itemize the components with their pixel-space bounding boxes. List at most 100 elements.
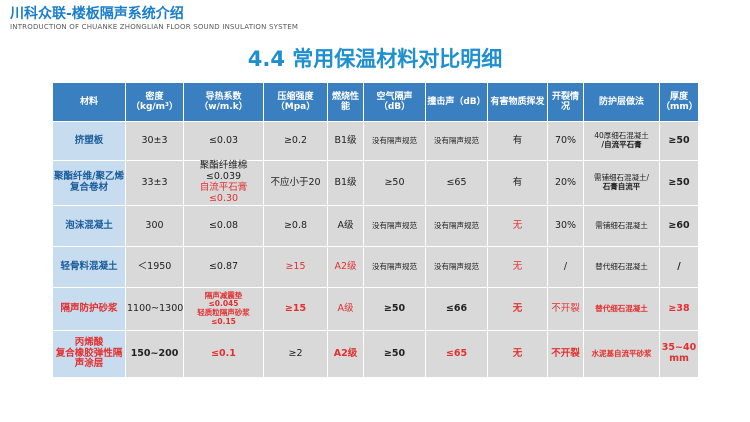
conductivity-cell: 聚酯纤维棉 ≤0.039 自流平石膏 ≤0.30 (183, 160, 264, 206)
density-cell: 300 (125, 205, 184, 247)
layer-line: 需铺细石混凝土/ (593, 173, 650, 183)
crack-cell: / (547, 246, 584, 288)
conductivity-line: 自流平石膏 (199, 182, 248, 193)
impact-sound-cell: 没有隔声规范 (425, 121, 488, 161)
layer-line: /自流平石膏 (601, 140, 642, 149)
density-cell: ＜1950 (125, 246, 184, 288)
air-sound-cell: 没有隔声规范 (363, 205, 426, 247)
air-sound-cell: ≥50 (363, 287, 426, 331)
header-cell: 材料 (52, 82, 126, 122)
fire-cell: A2级 (327, 330, 364, 378)
table-row: 丙烯酸 复合橡胶弹性隔声涂层 150~200 ≤0.1 ≥2 A2级 ≥50 ≤6… (52, 330, 699, 378)
material-cell: 轻骨料混凝土 (52, 246, 126, 288)
conductivity-line: 聚酯纤维棉 (199, 160, 248, 172)
thickness-cell: / (659, 246, 699, 288)
table-row: 泡沫混凝土 300 ≤0.08 ≥0.8 A级 没有隔声规范 没有隔声规范 无 … (52, 205, 699, 247)
air-sound-cell: ≥50 (363, 160, 426, 206)
material-cell: 丙烯酸 复合橡胶弹性隔声涂层 (52, 330, 126, 378)
impact-sound-cell: 没有隔声规范 (425, 246, 488, 288)
conductivity-line: ≤0.039 (205, 171, 242, 183)
header-cell: 防护层做法 (583, 82, 660, 122)
harmful-cell: 无 (487, 330, 548, 378)
conductivity-cell: ≤0.03 (183, 121, 264, 161)
layer-cell: 需铺细石混凝土 (583, 205, 660, 247)
material-cell: 聚酯纤维/聚乙烯复合卷材 (52, 160, 126, 206)
table-row: 隔声防护砂浆 1100~1300 隔声减震垫 ≤0.045 轻质粒隔声砂浆 ≤0.15… (52, 287, 699, 331)
density-cell: 150~200 (125, 330, 184, 378)
conductivity-cell: ≤0.1 (183, 330, 264, 378)
layer-cell: 水泥基自流平砂浆 (583, 330, 660, 378)
header-cell: 空气隔声（dB） (363, 82, 426, 122)
conductivity-line: ≤0.15 (211, 316, 236, 326)
material-cell: 泡沫混凝土 (52, 205, 126, 247)
layer-cell: 替代细石混凝土 (583, 246, 660, 288)
harmful-cell: 有 (487, 160, 548, 206)
compression-cell: ≥0.8 (263, 205, 328, 247)
brand-subtitle: INTRODUCTION OF CHUANKE ZHONGLIAN FLOOR … (10, 23, 299, 31)
layer-cell: 替代细石混凝土 (583, 287, 660, 331)
header-cell: 撞击声（dB） (425, 82, 488, 122)
layer-line: 石膏自流平 (602, 182, 641, 191)
material-line: 复合橡胶弹性隔声涂层 (55, 347, 123, 370)
compression-cell: ≥0.2 (263, 121, 328, 161)
compression-cell: 不应小于20 (263, 160, 328, 206)
header-cell: 燃烧性能 (327, 82, 364, 122)
crack-cell: 20% (547, 160, 584, 206)
table-row: 聚酯纤维/聚乙烯复合卷材 33±3 聚酯纤维棉 ≤0.039 自流平石膏 ≤0.30 … (52, 160, 699, 206)
air-sound-cell: ≥50 (363, 330, 426, 378)
header-cell: 密度（kg/m³） (125, 82, 184, 122)
conductivity-line: ≤0.045 (208, 299, 239, 309)
thickness-cell: 35~40 mm (659, 330, 699, 378)
impact-sound-cell: ≤65 (425, 160, 488, 206)
material-line: 丙烯酸 (74, 336, 104, 348)
thickness-cell: ≥50 (659, 160, 699, 206)
page-title: 4.4 常用保温材料对比明细 (247, 47, 503, 71)
table-header-row: 材料 密度（kg/m³） 导热系数（w/m.k） 压缩强度（Mpa） 燃烧性能 … (52, 82, 699, 122)
compression-cell: ≥2 (263, 330, 328, 378)
layer-cell: 40厚细石混凝土/自流平石膏 (583, 121, 660, 161)
header-cell: 开裂情况 (547, 82, 584, 122)
brand-title: 川科众联-楼板隔声系统介绍 (10, 6, 184, 22)
crack-cell: 不开裂 (547, 330, 584, 378)
conductivity-line: 轻质粒隔声砂浆 (197, 308, 250, 317)
header-cell: 导热系数（w/m.k） (183, 82, 264, 122)
harmful-cell: 无 (487, 205, 548, 247)
density-cell: 30±3 (125, 121, 184, 161)
fire-cell: A2级 (327, 246, 364, 288)
conductivity-line: ≤0.30 (208, 192, 239, 204)
conductivity-cell: ≤0.08 (183, 205, 264, 247)
conductivity-line: 隔声减震垫 (204, 290, 243, 300)
thickness-cell: ≥60 (659, 205, 699, 247)
air-sound-cell: 没有隔声规范 (363, 121, 426, 161)
impact-sound-cell: ≤65 (425, 330, 488, 378)
comparison-table: 材料 密度（kg/m³） 导热系数（w/m.k） 压缩强度（Mpa） 燃烧性能 … (52, 82, 699, 378)
conductivity-cell: ≤0.87 (183, 246, 264, 288)
crack-cell: 不开裂 (547, 287, 584, 331)
fire-cell: A级 (327, 287, 364, 331)
fire-cell: A级 (327, 205, 364, 247)
header-cell: 厚度（mm） (659, 82, 699, 122)
harmful-cell: 无 (487, 246, 548, 288)
layer-line: 40厚细石混凝土 (594, 131, 649, 141)
fire-cell: B1级 (327, 160, 364, 206)
layer-cell: 需铺细石混凝土/石膏自流平 (583, 160, 660, 206)
header-cell: 有害物质挥发 (487, 82, 548, 122)
thickness-cell: ≥50 (659, 121, 699, 161)
conductivity-cell: 隔声减震垫 ≤0.045 轻质粒隔声砂浆 ≤0.15 (183, 287, 264, 331)
thickness-cell: ≥38 (659, 287, 699, 331)
material-cell: 隔声防护砂浆 (52, 287, 126, 331)
fire-cell: B1级 (327, 121, 364, 161)
impact-sound-cell: 没有隔声规范 (425, 205, 488, 247)
brand-block: 川科众联-楼板隔声系统介绍 INTRODUCTION OF CHUANKE ZH… (10, 6, 298, 32)
crack-cell: 30% (547, 205, 584, 247)
harmful-cell: 无 (487, 287, 548, 331)
density-cell: 1100~1300 (125, 287, 184, 331)
table-row: 轻骨料混凝土 ＜1950 ≤0.87 ≥15 A2级 没有隔声规范 没有隔声规范… (52, 246, 699, 288)
material-cell: 挤塑板 (52, 121, 126, 161)
harmful-cell: 有 (487, 121, 548, 161)
compression-cell: ≥15 (263, 287, 328, 331)
header-cell: 压缩强度（Mpa） (263, 82, 328, 122)
crack-cell: 70% (547, 121, 584, 161)
compression-cell: ≥15 (263, 246, 328, 288)
air-sound-cell: 没有隔声规范 (363, 246, 426, 288)
